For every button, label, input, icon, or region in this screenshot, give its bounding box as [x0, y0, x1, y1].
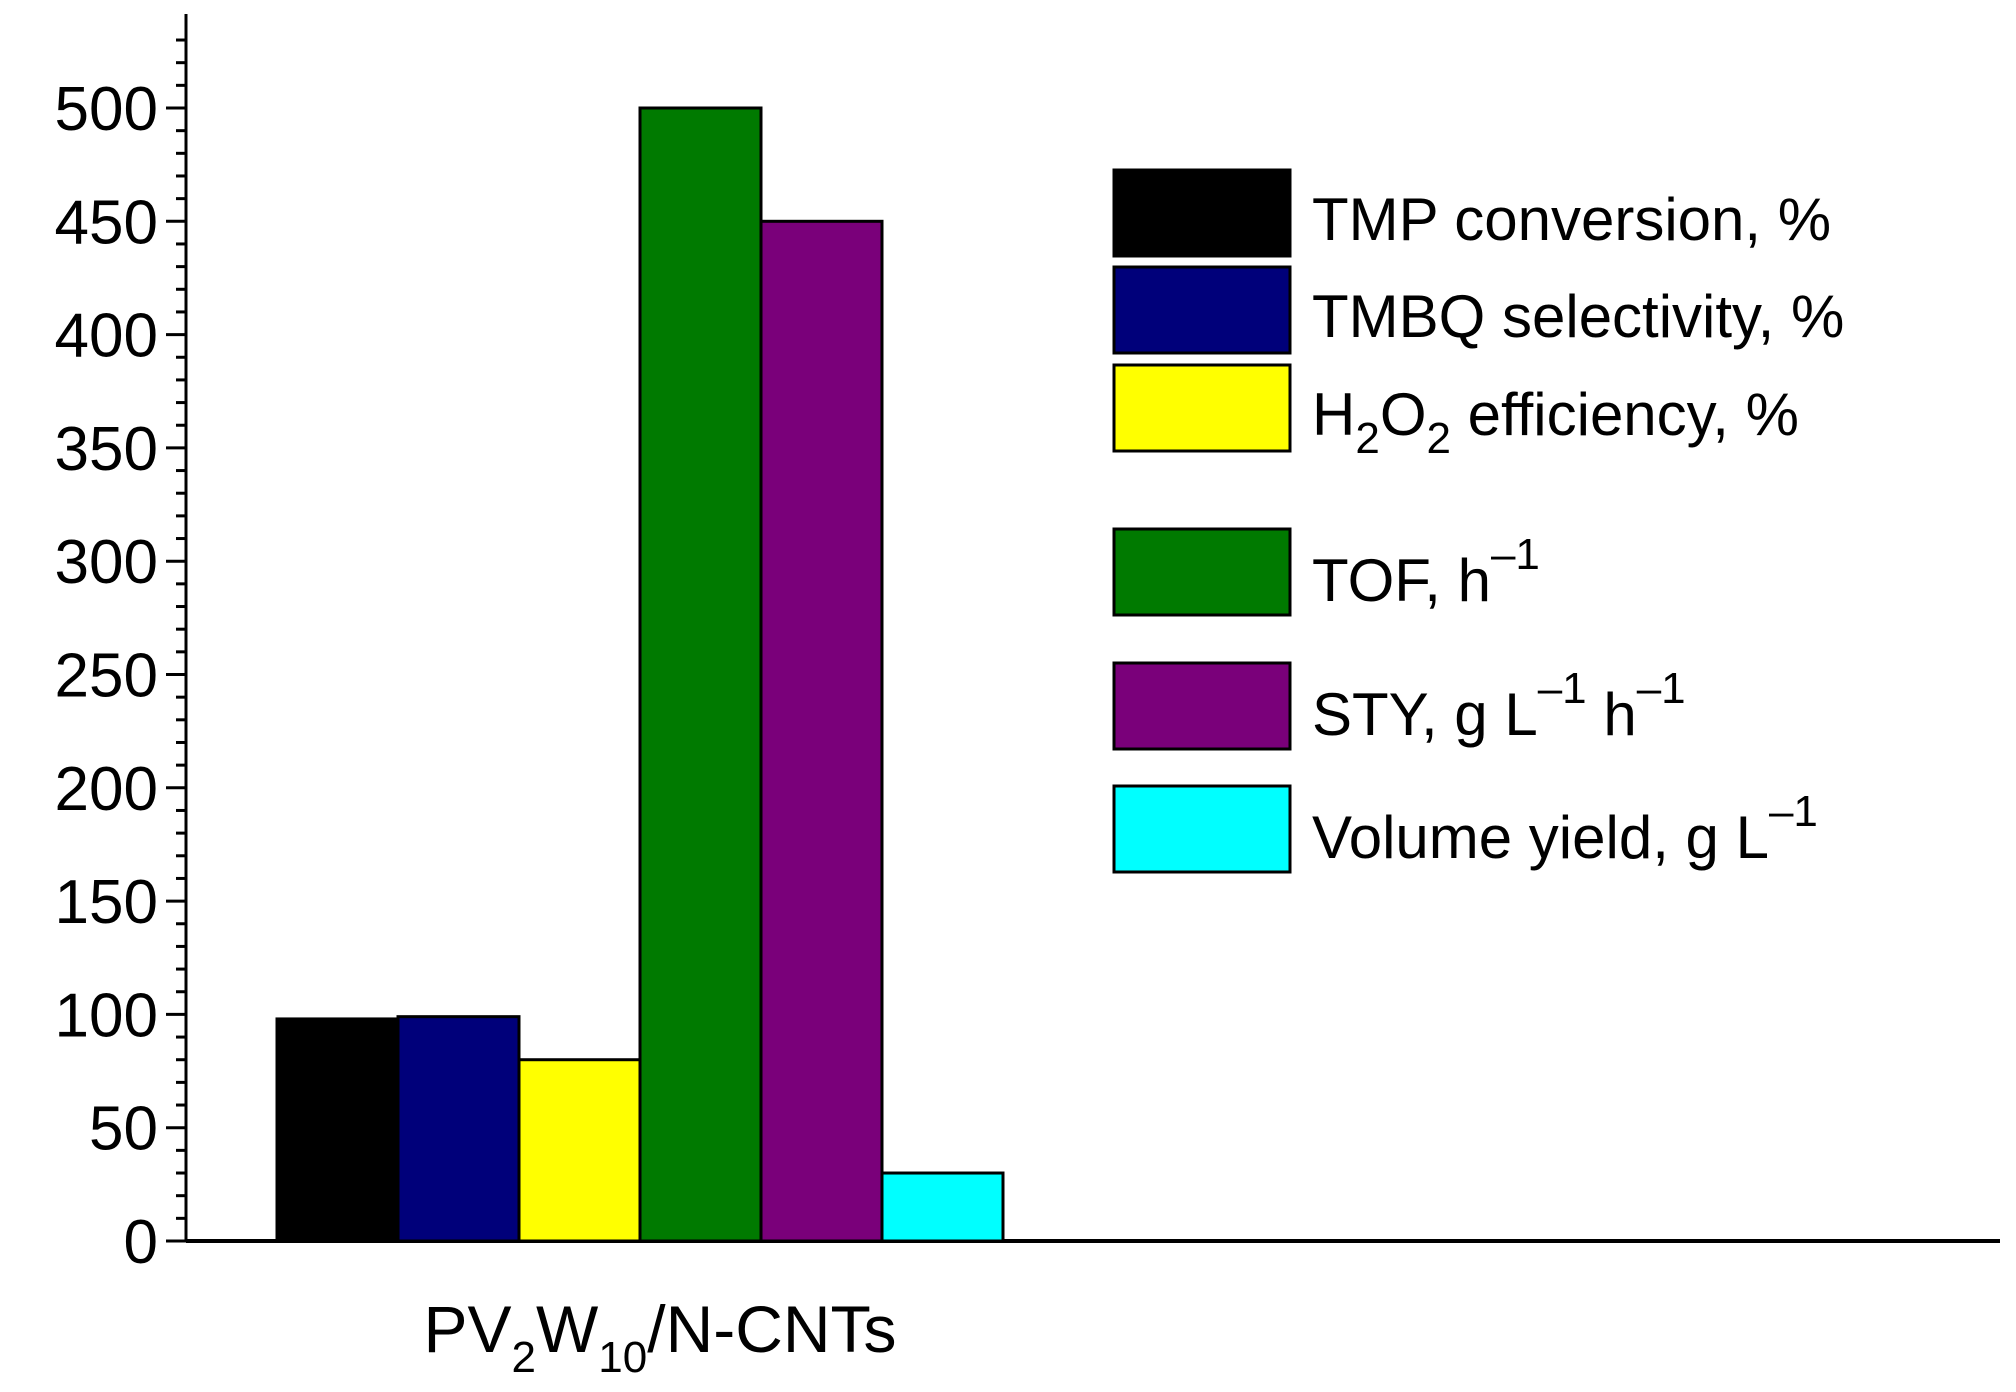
legend-label-h2o2-efficiency: H2O2 efficiency, %	[1312, 381, 1799, 463]
y-tick-label: 350	[55, 415, 158, 484]
legend-swatch-sty	[1112, 661, 1292, 751]
legend: TMP conversion, % TMBQ selectivity, % H2…	[1112, 168, 1844, 874]
legend-label-tmp-conversion: TMP conversion, %	[1312, 186, 1831, 253]
bar-2	[517, 1058, 642, 1243]
y-tick-label: 250	[55, 642, 158, 711]
legend-label-sty: STY, g L–1 h–1	[1312, 664, 1686, 748]
y-tick-label: 500	[55, 75, 158, 144]
y-tick-label: 0	[124, 1208, 158, 1277]
legend-swatch-tof	[1112, 527, 1292, 617]
y-tick-label: 300	[55, 528, 158, 597]
bar-0	[275, 1017, 400, 1243]
y-tick-label: 200	[55, 755, 158, 824]
bar-4	[759, 219, 884, 1243]
y-tick-label: 450	[55, 188, 158, 257]
y-tick-label: 150	[55, 868, 158, 937]
bar-1	[396, 1015, 521, 1243]
y-ticks: 0 50 100 150 200 250 300 350 400 450 500	[55, 38, 186, 1277]
legend-label-volume-yield: Volume yield, g L–1	[1312, 787, 1818, 871]
legend-label-tmbq-selectivity: TMBQ selectivity, %	[1312, 283, 1844, 350]
bar-3	[638, 106, 763, 1243]
y-tick-label: 50	[89, 1095, 158, 1164]
legend-swatch-h2o2-efficiency	[1112, 363, 1292, 453]
legend-swatch-tmbq-selectivity	[1112, 265, 1292, 355]
legend-label-tof: TOF, h–1	[1312, 530, 1540, 614]
bars	[275, 106, 1005, 1243]
legend-swatch-tmp-conversion	[1112, 168, 1292, 258]
y-tick-label: 100	[55, 981, 158, 1050]
bar-5	[880, 1171, 1005, 1243]
y-tick-label: 400	[55, 302, 158, 371]
category-label: PV2W10/N-CNTs	[423, 1292, 896, 1382]
legend-swatch-volume-yield	[1112, 784, 1292, 874]
